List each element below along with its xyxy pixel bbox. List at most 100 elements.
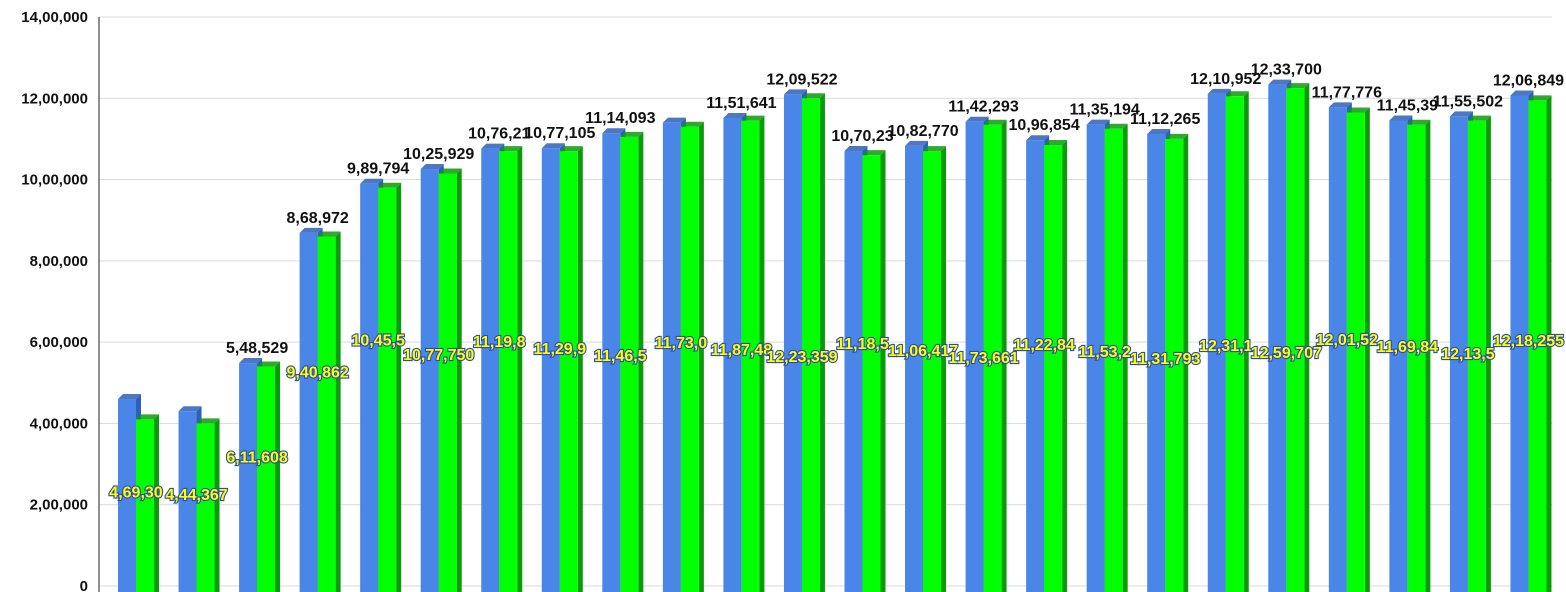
bar-top [620,131,644,137]
bar [118,399,136,592]
data-label-series-1: 12,06,849 [1493,73,1564,90]
data-label-series-2: 11,73,0 [655,335,708,352]
data-label-series-2: 11,18,5 [836,336,889,353]
data-label-series-1: 11,14,093 [585,110,655,127]
bars [118,79,1552,592]
bar [1449,116,1468,592]
y-tick-label: 8,00,000 [30,253,88,270]
bar [1044,145,1063,592]
bar-side [456,168,462,592]
bar-top [723,112,747,118]
bar-top [360,178,384,184]
data-label-series-2: 12,23,359 [766,349,837,366]
data-label-series-1: 12,10,952 [1190,71,1261,88]
bar-top [1268,79,1292,85]
bar [178,411,197,592]
data-label-series-2: 10,45,5 [351,332,404,349]
data-label-series-1: 5,48,529 [226,340,288,357]
bar-top [965,116,989,122]
bar-side [759,115,765,592]
bar [257,366,276,592]
bar [196,423,215,592]
bar-top [1346,107,1370,113]
bar [1225,96,1244,592]
bar-top [481,143,505,149]
bar [620,136,639,592]
bar-side [1183,133,1189,592]
data-label-series-2: 11,69,84 [1377,339,1439,356]
bar-top [741,115,765,121]
bar-side [396,182,402,592]
data-label-series-2: 12,31,1 [1199,338,1252,355]
bar [1328,107,1347,592]
bar-top [118,394,141,400]
bar-top [196,418,220,424]
bar-top [1286,83,1310,89]
data-label-series-2: 12,13,5 [1441,346,1494,363]
data-label-series-2: 11,46,5 [594,348,647,365]
y-tick-label: 12,00,000 [21,90,88,107]
bar-top [1528,95,1552,101]
bar [420,169,439,592]
bar [1407,124,1426,592]
bar [723,117,742,592]
bar-top [1165,133,1189,139]
bar-top [559,146,583,152]
bar [1026,140,1045,592]
gridlines [99,16,1552,587]
data-label-series-2: 10,77,750 [403,347,474,364]
bar-top [1104,123,1128,129]
data-label-series-2: 11,73,661 [948,350,1018,367]
bar [317,236,336,592]
data-label-series-2: 6,11,608 [226,450,288,467]
bar-top [420,164,444,170]
bar [1389,120,1408,592]
bar-top [783,89,807,95]
data-label-series-1: 10,70,23 [831,128,893,145]
bar-top [438,168,462,174]
data-label-series-2: 11,53,2 [1078,344,1131,361]
bar-top [1389,115,1413,121]
bar-side [214,418,220,592]
bar [983,124,1002,592]
bar-top [1086,119,1110,125]
bar-top [844,146,868,152]
bar [1286,88,1305,592]
bar-top [983,119,1007,125]
data-label-series-2: 4,44,367 [165,487,227,504]
bar [299,232,318,592]
y-axis: 0 2,00,000 4,00,000 6,00,000 8,00,000 10,00,0… [21,9,100,592]
bar-side [154,414,159,592]
bar-side [1122,123,1128,592]
bar [559,151,578,592]
data-label-series-2: 11,22,84 [1013,337,1075,354]
bar [862,155,881,592]
bar [239,363,258,592]
bar-side [1425,119,1431,592]
bar [1346,112,1365,592]
bar [905,145,924,592]
bar-side [941,146,947,592]
data-label-series-1: 11,42,293 [948,99,1018,116]
data-label-series-2: 11,31,793 [1130,351,1200,368]
bar [541,148,560,592]
bar-side [1304,83,1310,592]
bar-top [378,182,402,188]
y-tick-label: 6,00,000 [30,334,88,351]
bar-top [1147,128,1171,134]
data-label-series-2: 9,40,862 [286,364,348,381]
bar-top [1449,111,1473,117]
data-label-series-1: 10,82,770 [887,123,958,140]
y-tick-label: 14,00,000 [21,9,88,26]
bar [378,187,397,592]
bar-side [1243,91,1249,592]
data-label-series-1: 10,96,854 [1009,117,1080,134]
bar-top [801,93,825,99]
bar-top [317,231,341,237]
data-label-series-1: 10,25,929 [403,146,474,163]
bar-top [136,414,159,420]
bar-top [1328,102,1352,108]
bar [1268,84,1287,592]
